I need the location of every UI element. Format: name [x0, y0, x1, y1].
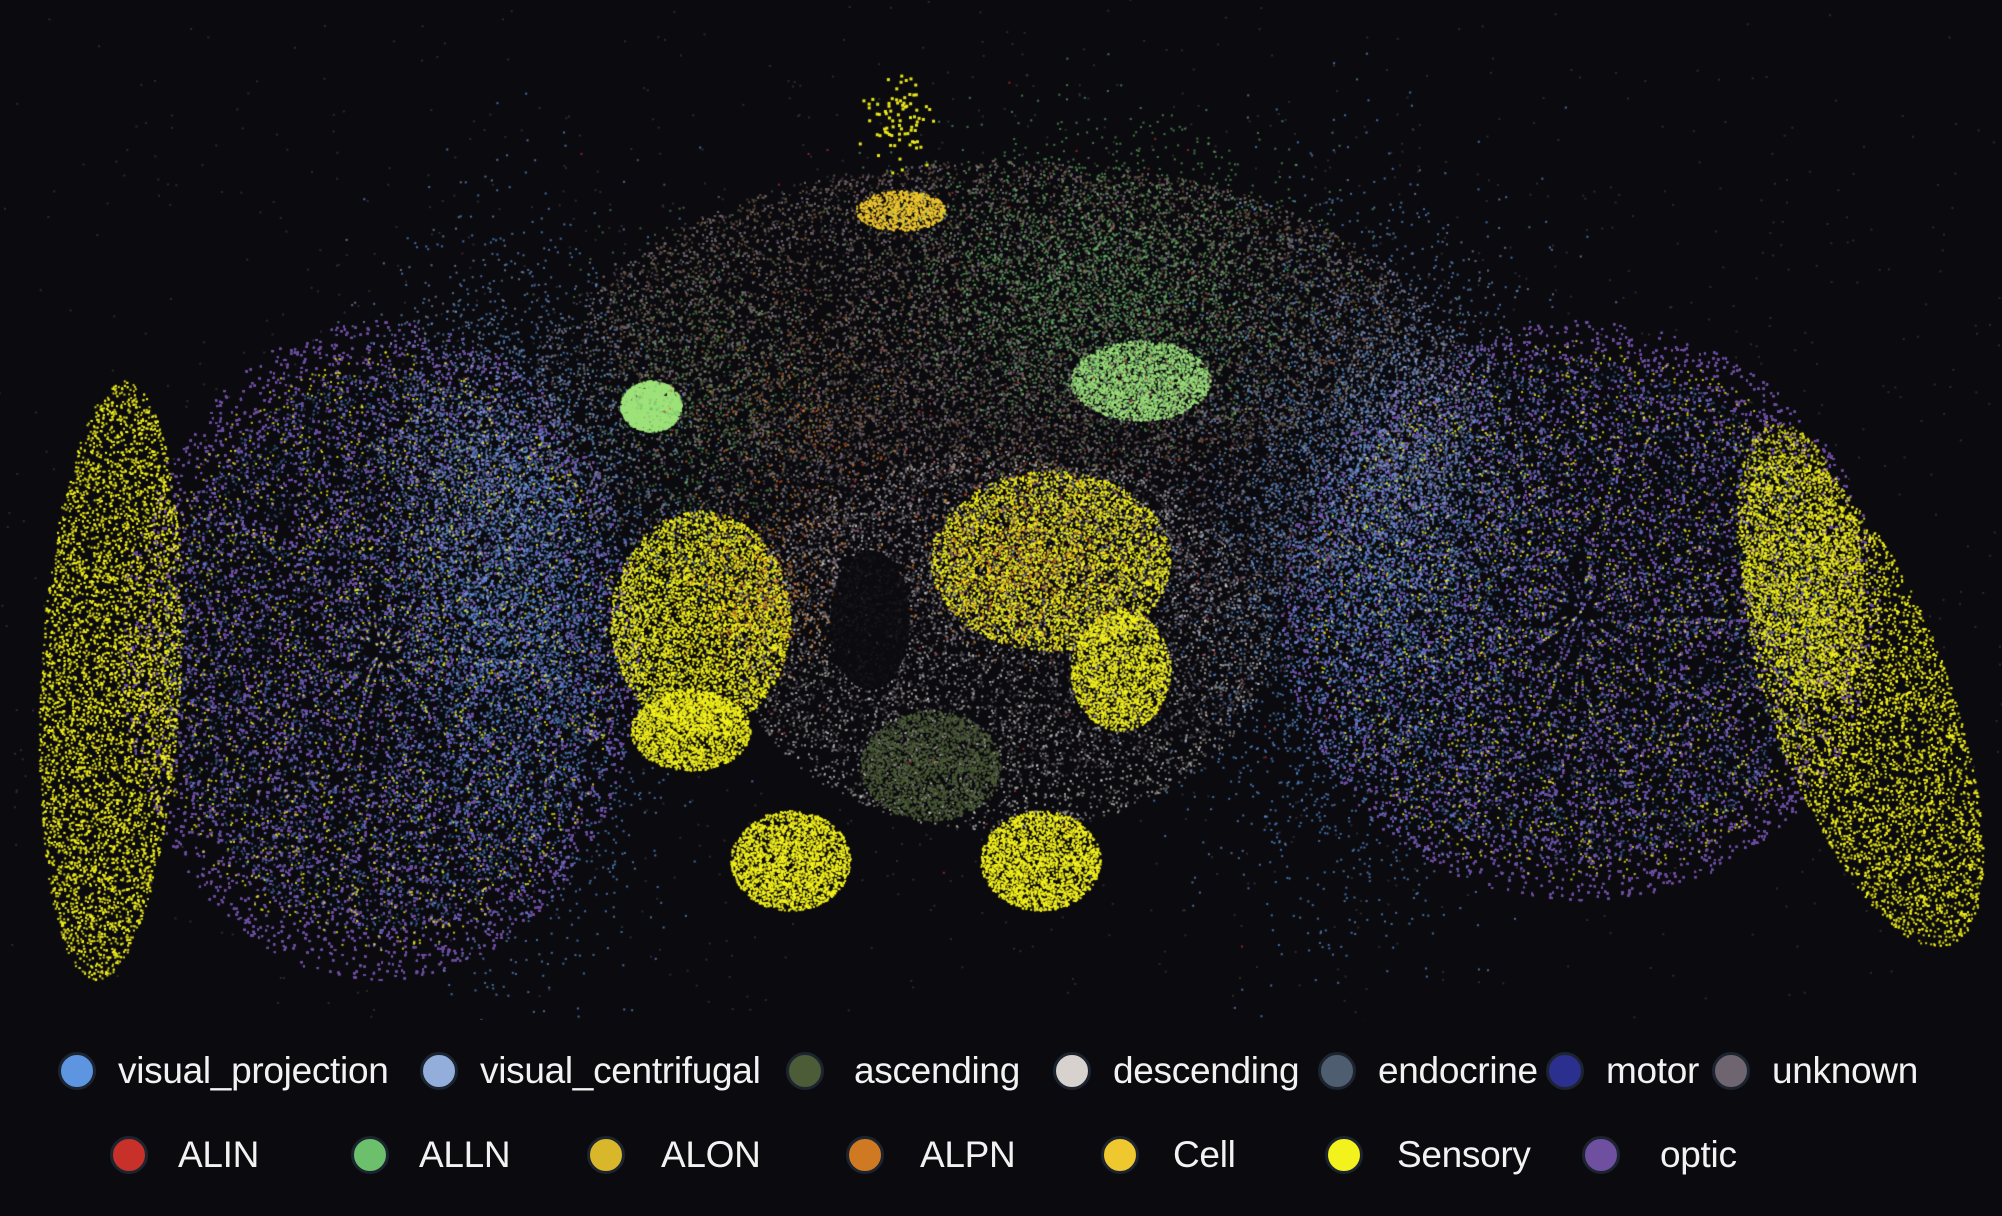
- legend-label-ascending: ascending: [854, 1050, 1020, 1091]
- legend-label-cell: Cell: [1173, 1134, 1236, 1175]
- legend-swatch-visual-projection: [58, 1052, 96, 1090]
- legend-label-sensory: Sensory: [1397, 1134, 1531, 1175]
- legend-swatch-endocrine: [1318, 1052, 1356, 1090]
- legend-item-motor: motor: [1546, 1036, 1699, 1106]
- legend-label-alon: ALON: [661, 1134, 761, 1175]
- legend-swatch-optic: [1582, 1136, 1620, 1174]
- legend-label-visual-projection: visual_projection: [118, 1050, 389, 1091]
- legend-swatch-alln: [351, 1136, 389, 1174]
- legend-swatch-alon: [587, 1136, 625, 1174]
- legend-label-visual-centrifugal: visual_centrifugal: [480, 1050, 761, 1091]
- legend-swatch-ascending: [786, 1052, 824, 1090]
- legend-swatch-alin: [110, 1136, 148, 1174]
- legend-swatch-descending: [1053, 1052, 1091, 1090]
- legend-swatch-cell: [1101, 1136, 1139, 1174]
- legend-item-endocrine: endocrine: [1318, 1036, 1538, 1106]
- legend-item-alpn: ALPN: [846, 1120, 1016, 1190]
- brain-neuron-scatter-image: [0, 0, 2002, 1020]
- legend-row-1: visual_projection visual_centrifugal asc…: [0, 1036, 2002, 1106]
- legend-item-descending: descending: [1053, 1036, 1300, 1106]
- legend-label-unknown: unknown: [1772, 1050, 1919, 1091]
- legend-item-alln: ALLN: [351, 1120, 511, 1190]
- legend-row-2: ALIN ALLN ALON ALPN Cell Sensory optic: [0, 1120, 2002, 1190]
- legend-label-alin: ALIN: [178, 1134, 260, 1175]
- legend-item-unknown: unknown: [1712, 1036, 1918, 1106]
- legend-item-alon: ALON: [587, 1120, 761, 1190]
- legend-swatch-unknown: [1712, 1052, 1750, 1090]
- legend-item-ascending: ascending: [786, 1036, 1020, 1106]
- legend-item-alin: ALIN: [110, 1120, 259, 1190]
- legend-label-endocrine: endocrine: [1378, 1050, 1538, 1091]
- legend-label-alpn: ALPN: [920, 1134, 1016, 1175]
- legend-item-visual-projection: visual_projection: [58, 1036, 389, 1106]
- legend-item-cell: Cell: [1101, 1120, 1236, 1190]
- legend-item-visual-centrifugal: visual_centrifugal: [420, 1036, 761, 1106]
- legend-label-alln: ALLN: [419, 1134, 511, 1175]
- legend-label-motor: motor: [1606, 1050, 1700, 1091]
- legend-label-optic: optic: [1660, 1134, 1737, 1175]
- legend-swatch-alpn: [846, 1136, 884, 1174]
- legend-swatch-visual-centrifugal: [420, 1052, 458, 1090]
- legend-label-descending: descending: [1113, 1050, 1300, 1091]
- legend-swatch-sensory: [1325, 1136, 1363, 1174]
- legend-item-optic: optic: [1582, 1120, 1737, 1190]
- legend-item-sensory: Sensory: [1325, 1120, 1531, 1190]
- legend-swatch-motor: [1546, 1052, 1584, 1090]
